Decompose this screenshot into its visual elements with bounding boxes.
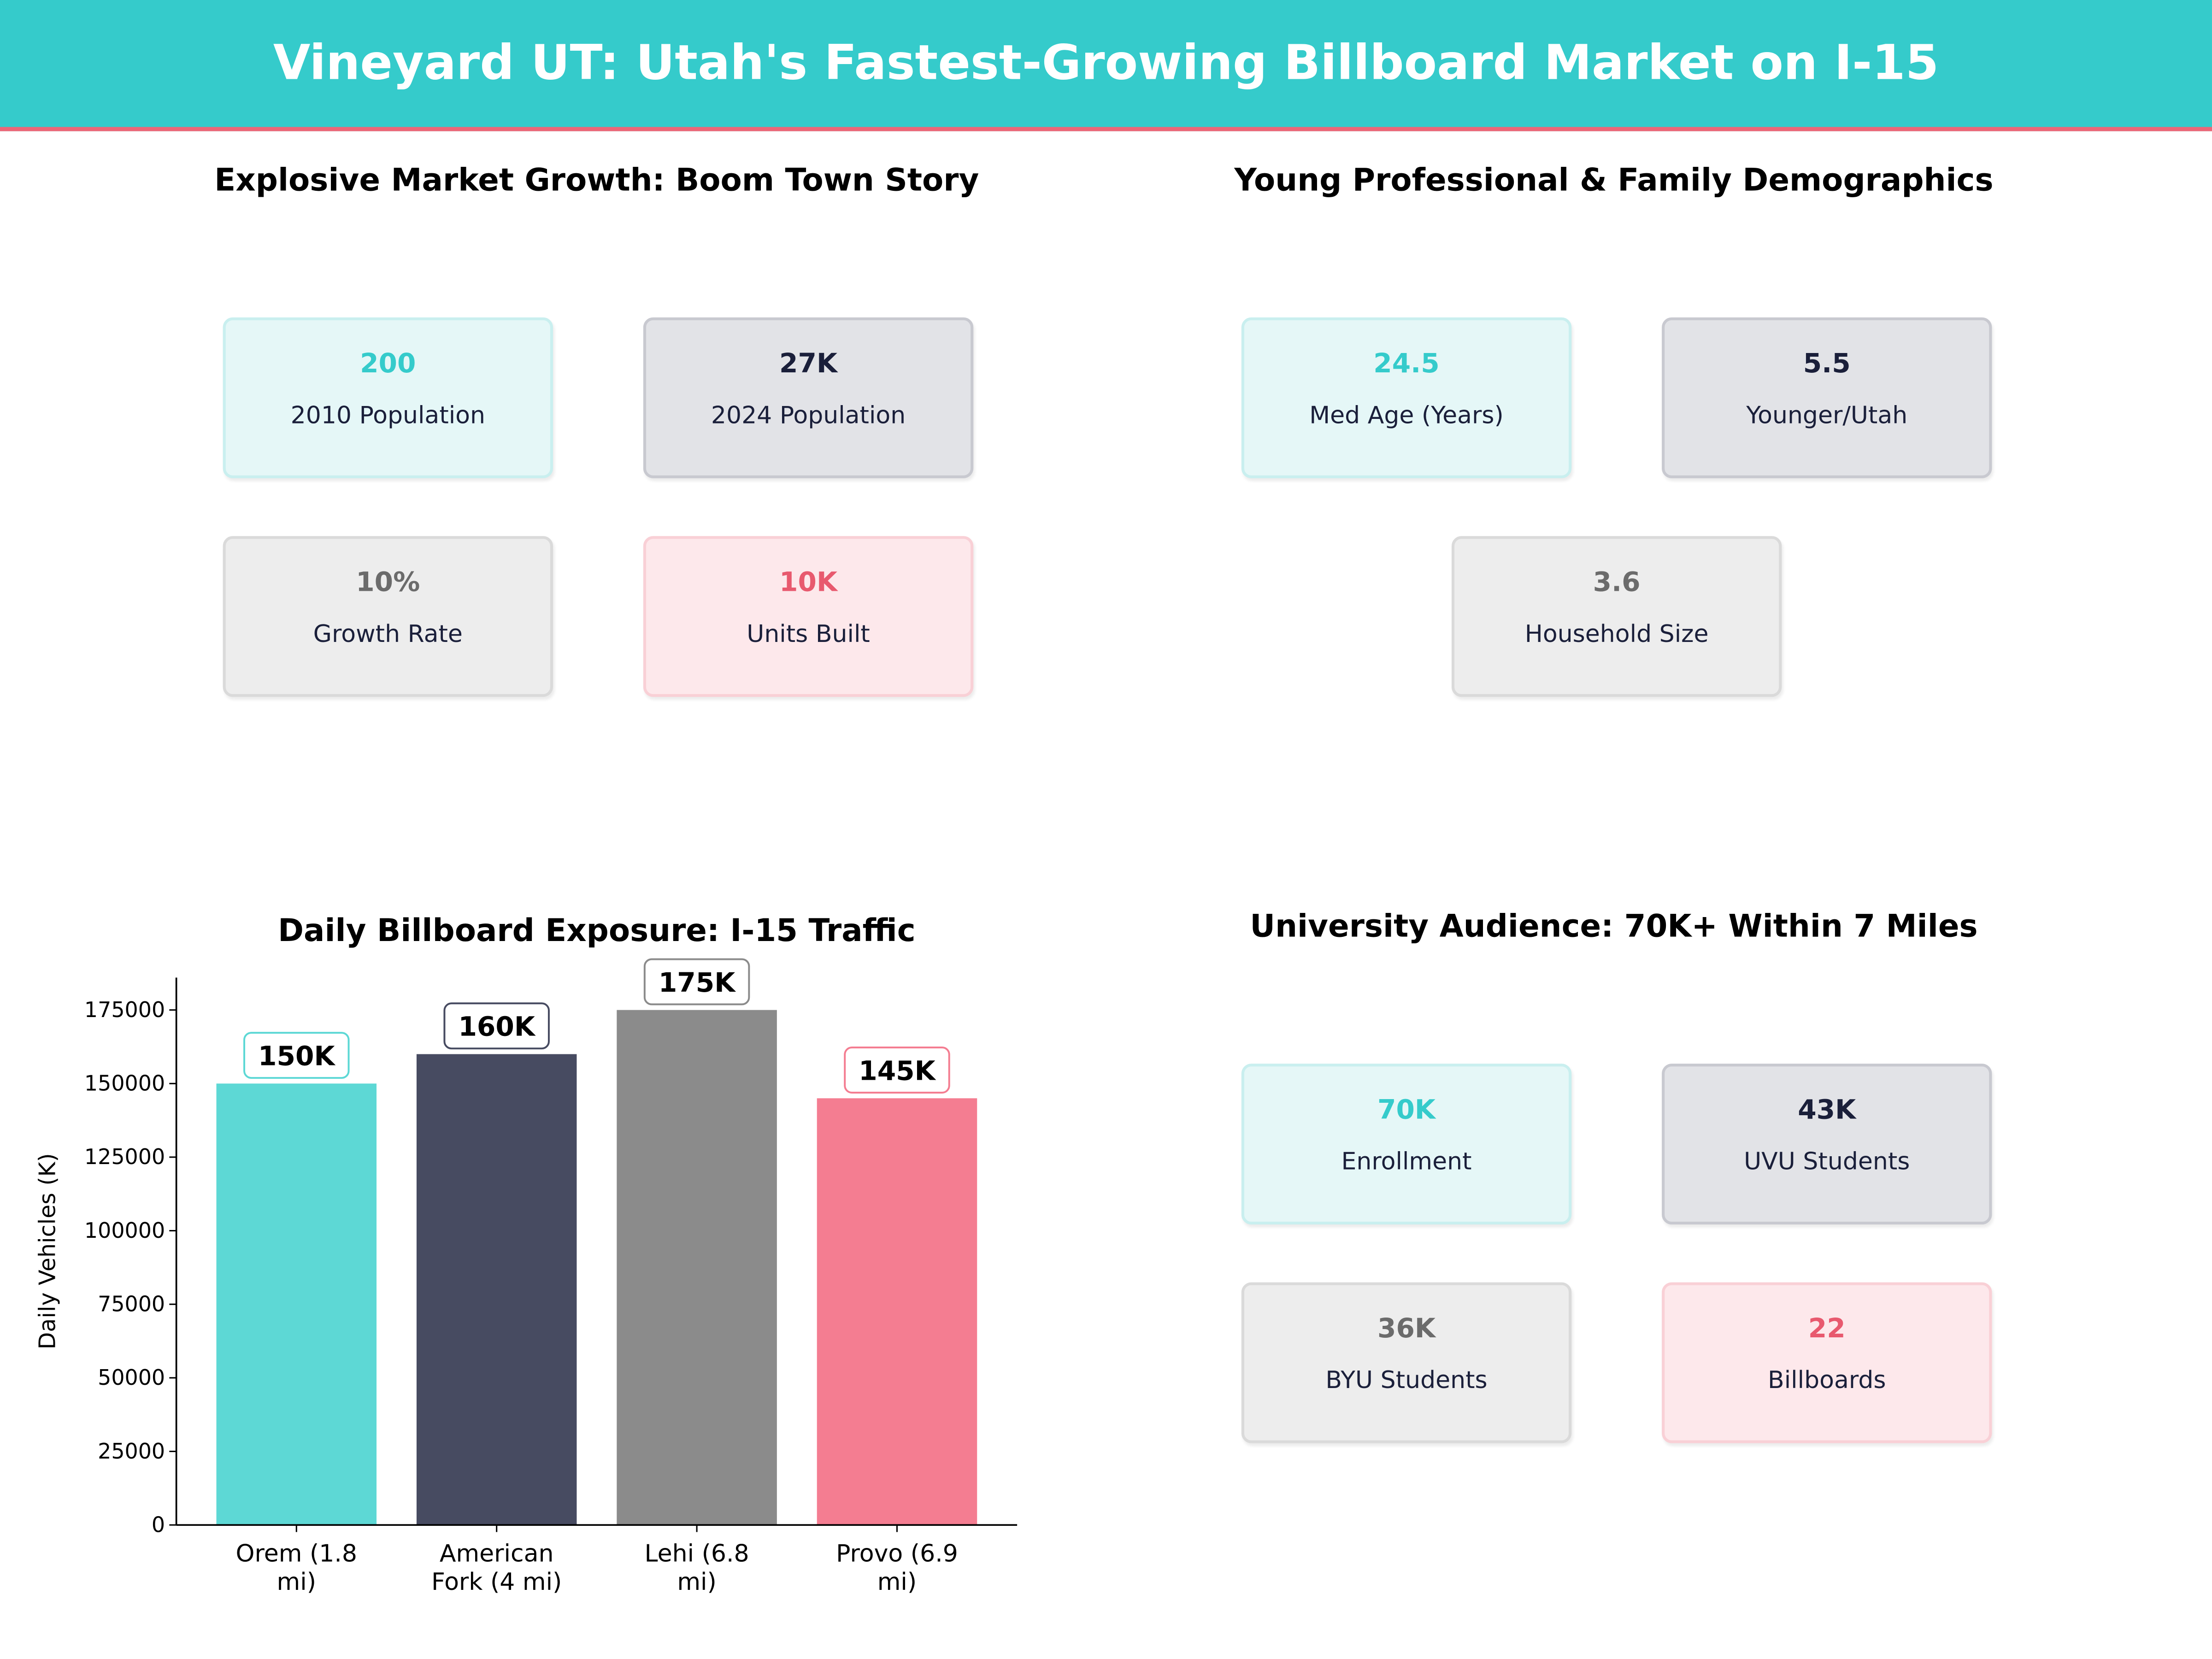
page-title: Vineyard UT: Utah's Fastest-Growing Bill… [273,35,1939,92]
stat-card-household-size: 3.6 Household Size [1451,536,1782,697]
data-label-box [243,1032,350,1079]
stat-card-growth-rate: 10% Growth Rate [223,536,553,697]
stat-label: Household Size [1524,620,1709,649]
y-tick-label: 0 [152,1512,165,1537]
stat-value: 10% [356,567,420,598]
y-tick-label: 25000 [98,1439,165,1464]
data-label: 175K [659,967,736,998]
stat-label: Growth Rate [313,620,463,649]
stat-card-billboards: 22 Billboards [1662,1282,1992,1443]
data-label-box [844,1047,950,1094]
stat-value: 43K [1798,1094,1856,1126]
data-label-box [443,1002,550,1050]
bar [817,1098,977,1525]
stat-card-median-age: 24.5 Med Age (Years) [1241,317,1572,478]
university-panel-title: University Audience: 70K+ Within 7 Miles [1250,910,1978,946]
stat-value: 70K [1377,1094,1436,1126]
y-axis-label: Daily Vehicles (K) [34,1153,60,1349]
stat-label: UVU Students [1744,1148,1910,1177]
x-tick-label: Orem (1.8 mi) [236,1540,357,1596]
stat-value: 24.5 [1373,348,1440,380]
stat-label: BYU Students [1325,1367,1488,1395]
data-label: 145K [859,1055,936,1086]
stat-value: 27K [779,348,838,380]
stat-value: 5.5 [1803,348,1851,380]
bar [216,1083,377,1525]
y-tick-label: 125000 [84,1144,165,1169]
demographics-panel-title: Young Professional & Family Demographics [1234,164,1994,199]
stat-label: Units Built [747,620,870,649]
stat-label: Med Age (Years) [1309,402,1504,430]
x-tick-label: Provo (6.9 mi) [836,1540,958,1596]
stat-value: 36K [1377,1313,1436,1345]
stat-card-2010-population: 200 2010 Population [223,317,553,478]
stat-label: 2024 Population [711,402,906,430]
stat-label: Younger/Utah [1746,402,1908,430]
stat-label: 2010 Population [290,402,486,430]
stat-value: 10K [779,567,838,598]
y-tick-label: 50000 [98,1365,165,1390]
growth-panel-title: Explosive Market Growth: Boom Town Story [214,164,979,199]
data-label: 160K [458,1011,535,1042]
stat-card-units-built: 10K Units Built [643,536,974,697]
y-tick-label: 100000 [84,1218,165,1243]
header-banner: Vineyard UT: Utah's Fastest-Growing Bill… [0,0,2212,131]
bar [416,1054,577,1525]
x-tick-label: American Fork (4 mi) [431,1540,562,1596]
data-label-box [643,958,750,1006]
y-tick-label: 150000 [84,1071,165,1096]
stat-label: Billboards [1768,1367,1886,1395]
data-label: 150K [258,1041,335,1072]
stat-label: Enrollment [1341,1148,1472,1177]
y-tick-label: 75000 [98,1292,165,1317]
stat-card-younger-than-utah: 5.5 Younger/Utah [1662,317,1992,478]
stat-card-2024-population: 27K 2024 Population [643,317,974,478]
chart-title: Daily Billboard Exposure: I-15 Traffic [278,912,915,948]
traffic-bar-chart: Daily Billboard Exposure: I-15 Traffic D… [34,912,1018,1596]
y-tick-label: 175000 [84,997,165,1022]
stat-card-byu-students: 36K BYU Students [1241,1282,1572,1443]
stat-value: 22 [1808,1313,1846,1345]
stat-card-enrollment: 70K Enrollment [1241,1064,1572,1225]
stat-value: 3.6 [1593,567,1641,598]
stat-value: 200 [360,348,416,380]
stat-card-uvu-students: 43K UVU Students [1662,1064,1992,1225]
x-tick-label: Lehi (6.8 mi) [645,1540,749,1596]
bar [617,1010,777,1525]
